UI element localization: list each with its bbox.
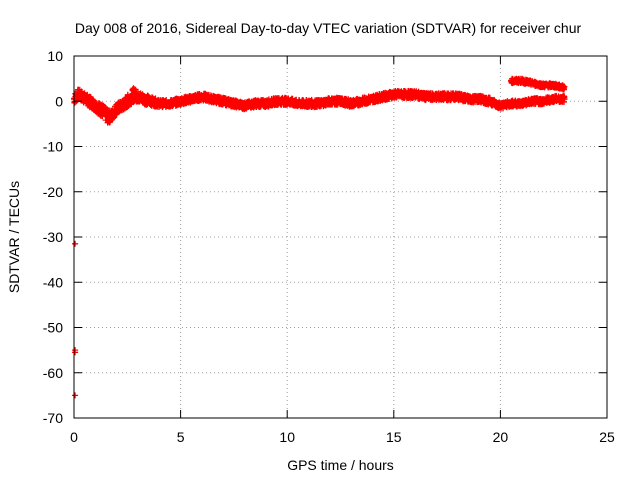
x-tick-label: 15 [386,429,402,445]
grid-lines [74,56,607,418]
y-tick-label: -40 [43,274,63,290]
data-series [71,75,568,399]
y-tick-label: -30 [43,229,63,245]
data-point [561,96,568,103]
outliers [72,240,79,399]
x-tick-label: 5 [177,429,185,445]
y-tick-label: -60 [43,365,63,381]
outlier-point [72,392,79,399]
y-tick-label: 0 [55,93,63,109]
x-axis-label: GPS time / hours [287,457,394,473]
plot-frame [73,55,608,419]
x-tick-label: 10 [279,429,295,445]
y-tick-label: -10 [43,139,63,155]
data-point [561,83,568,90]
y-tick-label: -70 [43,410,63,426]
upper-branch [508,75,568,93]
axis-ticks: 0 5 10 15 20 25 10 0 -10 -20 -30 -40 -50 -60 -70 [43,48,615,445]
y-tick-label: 10 [47,48,63,64]
y-tick-label: -20 [43,184,63,200]
y-axis-label: SDTVAR / TECUs [6,181,22,293]
x-tick-label: 25 [599,429,615,445]
x-tick-label: 20 [493,429,509,445]
y-tick-label: -50 [43,320,63,336]
outlier-point [72,349,79,356]
outlier-point [72,240,79,247]
x-tick-label: 0 [70,429,78,445]
chart-title: Day 008 of 2016, Sidereal Day-to-day VTE… [75,20,582,36]
main-band [71,85,568,126]
